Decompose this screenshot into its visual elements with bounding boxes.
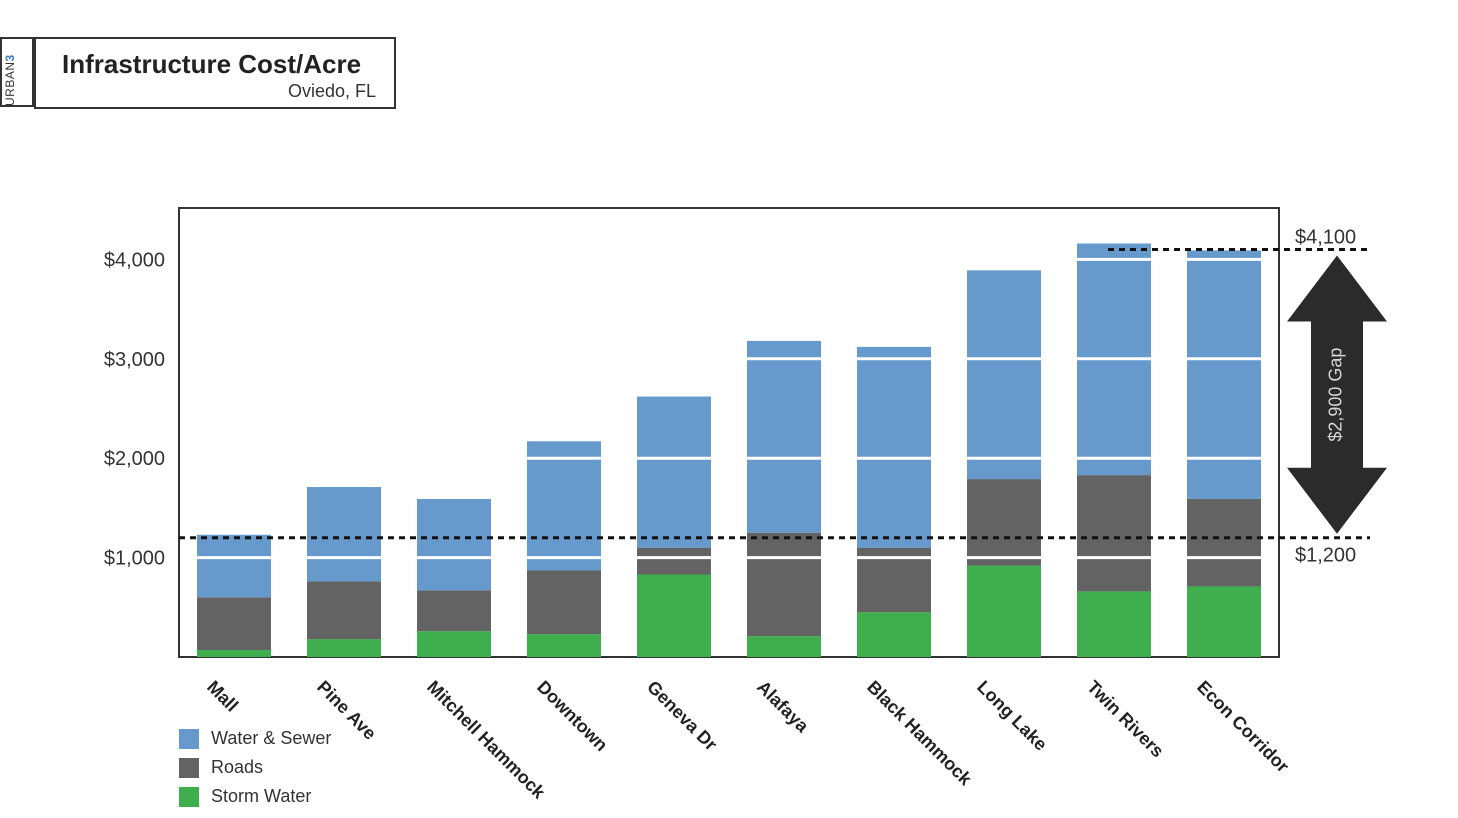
y-tick-label: $3,000 [104, 349, 165, 371]
legend-swatch-storm-water [179, 786, 199, 807]
x-tick-label: Long Lake [973, 677, 1051, 755]
bar-segment-water-sewer [307, 487, 381, 582]
legend-label-water-sewer: Water & Sewer [211, 728, 332, 748]
bar-segment-storm-water [1077, 591, 1151, 657]
bar-segment-roads [417, 590, 491, 632]
title-box: Infrastructure Cost/Acre Oviedo, FL [34, 37, 396, 109]
reference-line-label: $1,200 [1295, 545, 1356, 567]
bar-segment-water-sewer [967, 270, 1041, 480]
y-tick-label: $1,000 [104, 548, 165, 570]
bar-segment-water-sewer [527, 441, 601, 571]
x-tick-label: Mitchell Hammock [423, 677, 550, 804]
bar-segment-water-sewer [637, 396, 711, 548]
bar-segment-storm-water [197, 650, 271, 657]
bar-segment-water-sewer [747, 340, 821, 533]
brand-badge: URBAN3 [0, 37, 34, 107]
x-tick-label: Downtown [533, 677, 611, 755]
bar-segment-storm-water [747, 636, 821, 657]
bar-segment-water-sewer [857, 346, 931, 548]
plot-frame [178, 207, 1280, 658]
legend-label-roads: Roads [211, 757, 264, 777]
reference-line-label: $4,100 [1295, 226, 1356, 248]
bar-segment-roads [197, 597, 271, 651]
legend-label-storm-water: Storm Water [211, 786, 312, 806]
x-tick-label: Twin Rivers [1083, 677, 1168, 762]
legend-swatch-roads [179, 757, 199, 778]
bar-segment-storm-water [857, 612, 931, 657]
bar-segment-roads [1187, 498, 1261, 587]
bar-segment-roads [307, 581, 381, 640]
x-tick-label: Mall [203, 677, 242, 716]
bar-segment-roads [1077, 475, 1151, 592]
x-tick-label: Geneva Dr [643, 677, 721, 755]
y-tick-label: $2,000 [104, 448, 165, 470]
bar-segment-storm-water [967, 565, 1041, 657]
x-tick-label: Black Hammock [863, 677, 976, 790]
bar-segment-storm-water [1187, 586, 1261, 657]
gap-arrow-label: $2,900 Gap [1326, 348, 1346, 442]
bar-segment-water-sewer [417, 498, 491, 591]
chart-title: Infrastructure Cost/Acre [62, 49, 362, 79]
bar-segment-water-sewer [197, 534, 271, 598]
legend-item-roads: Roads [179, 753, 331, 782]
bar-segment-roads [637, 547, 711, 575]
gap-arrow [1287, 255, 1387, 534]
legend-item-storm-water: Storm Water [179, 782, 331, 811]
legend: Water & Sewer Roads Storm Water [179, 724, 331, 811]
bar-segment-roads [747, 532, 821, 637]
bar-segment-storm-water [637, 574, 711, 657]
bar-segment-roads [527, 570, 601, 635]
legend-swatch-water-sewer [179, 728, 199, 749]
bar-segment-storm-water [527, 634, 601, 657]
bar-segment-water-sewer [1187, 250, 1261, 499]
bar-segment-roads [967, 479, 1041, 566]
x-tick-label: Alafaya [753, 677, 813, 737]
x-tick-label: Econ Corridor [1193, 677, 1293, 777]
bar-segment-storm-water [307, 639, 381, 657]
y-tick-label: $4,000 [104, 249, 165, 271]
bar-segment-storm-water [417, 631, 491, 657]
legend-item-water-sewer: Water & Sewer [179, 724, 331, 753]
chart-subtitle: Oviedo, FL [287, 81, 376, 101]
